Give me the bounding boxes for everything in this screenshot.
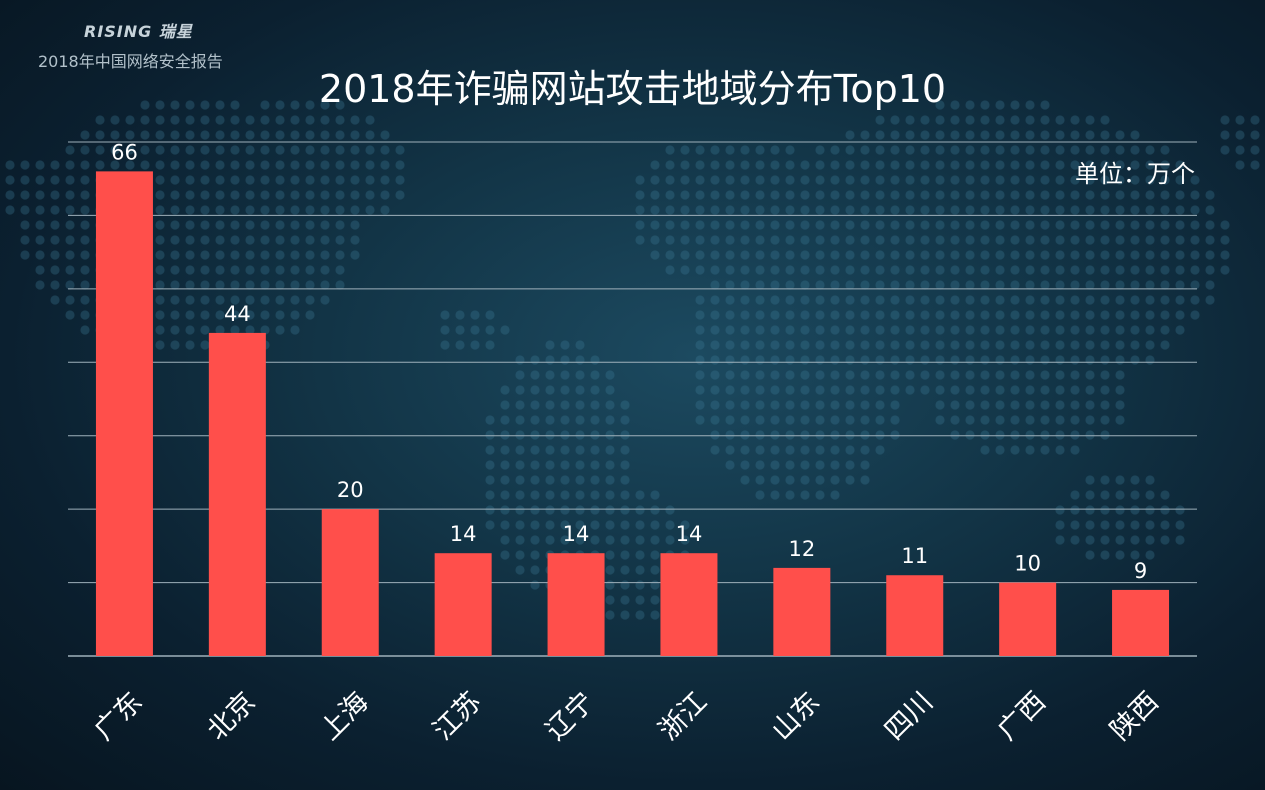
value-label: 14 <box>676 522 703 546</box>
bar-5 <box>547 553 605 656</box>
chart-title: 2018年诈骗网站攻击地域分布Top10 <box>318 67 947 111</box>
value-label: 20 <box>337 478 364 502</box>
unit-label: 单位：万个 <box>1075 160 1195 188</box>
value-label: 14 <box>563 522 590 546</box>
bar-10 <box>1112 589 1170 656</box>
category-label: 四川 <box>879 686 939 746</box>
bar-6 <box>660 553 718 656</box>
bar-1 <box>95 171 153 656</box>
category-label: 山东 <box>766 686 826 746</box>
bar-9 <box>999 582 1057 656</box>
category-label: 浙江 <box>653 686 713 746</box>
category-label: 辽宁 <box>540 686 600 746</box>
bar-7 <box>773 567 831 656</box>
category-labels: 广东 北京 上海 江苏 辽宁 浙江 山东 四川 广西 陕西 <box>89 686 1165 746</box>
brand-logo: RISING 瑞星 <box>84 22 193 41</box>
value-label: 44 <box>224 302 251 326</box>
category-label: 上海 <box>314 686 374 746</box>
value-labels: 66 44 20 14 14 14 12 11 10 9 <box>111 140 1147 583</box>
value-label: 9 <box>1134 559 1147 583</box>
category-label: 陕西 <box>1105 686 1165 746</box>
value-label: 66 <box>111 140 138 164</box>
bar-3 <box>321 509 379 656</box>
value-label: 11 <box>901 544 928 568</box>
value-label: 14 <box>450 522 477 546</box>
value-label: 12 <box>788 537 815 561</box>
value-label: 10 <box>1014 552 1041 576</box>
bar-2 <box>208 332 266 656</box>
category-label: 北京 <box>201 686 261 746</box>
bar-4 <box>434 553 492 656</box>
category-label: 江苏 <box>427 686 487 746</box>
bars <box>95 171 1170 656</box>
category-label: 广西 <box>992 686 1052 746</box>
bar-8 <box>886 575 944 656</box>
category-label: 广东 <box>89 686 149 746</box>
report-name: 2018年中国网络安全报告 <box>38 52 223 71</box>
